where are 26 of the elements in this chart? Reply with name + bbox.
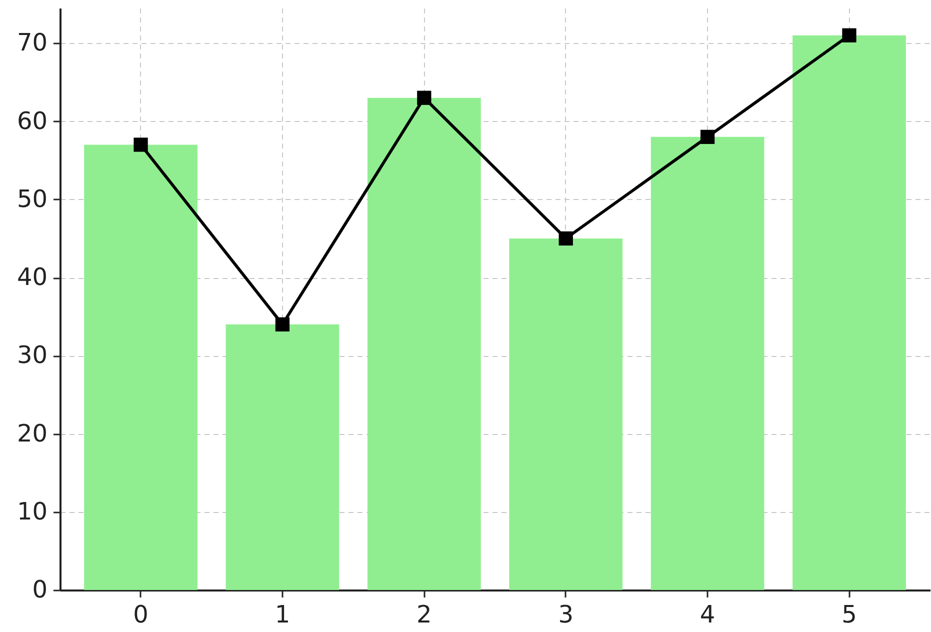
y-tick-label: 30	[16, 341, 48, 370]
y-tick-label: 60	[16, 106, 48, 135]
point	[558, 231, 573, 246]
y-tick-label: 70	[16, 28, 48, 57]
point	[700, 130, 715, 144]
y-tick-label: 20	[16, 419, 48, 448]
y-tick-label: 10	[16, 497, 48, 526]
x-tick-label: 5	[842, 600, 857, 628]
y-tick-label: 50	[16, 184, 48, 213]
point	[842, 28, 856, 42]
x-tick-label: 0	[133, 600, 148, 628]
bar	[792, 35, 906, 590]
x-tick-label: 3	[558, 600, 574, 628]
point	[417, 90, 432, 105]
x-tick-label: 2	[416, 600, 432, 628]
bar	[84, 144, 198, 590]
bar	[650, 136, 764, 590]
bar	[509, 238, 623, 590]
y-tick-label: 40	[16, 263, 48, 292]
point	[275, 317, 290, 332]
point	[134, 138, 148, 152]
y-tick-label: 0	[32, 576, 48, 604]
bar	[226, 324, 340, 590]
x-tick-label: 4	[700, 600, 716, 628]
x-tick-label: 1	[274, 600, 290, 628]
bar	[367, 98, 481, 590]
